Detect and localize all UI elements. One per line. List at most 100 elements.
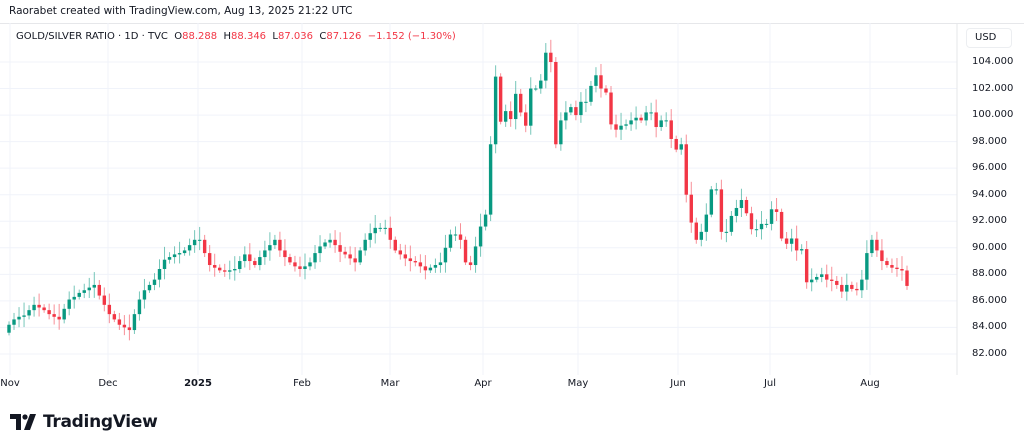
y-tick-label: 98.000 [972, 135, 1007, 147]
candle-body [202, 239, 207, 254]
candle-body [137, 299, 142, 315]
candle-body [584, 101, 588, 103]
change-value: −1.152 (−1.30%) [367, 31, 456, 42]
x-tick-label: Nov [0, 378, 20, 389]
candle-body [363, 239, 367, 251]
candle-body [654, 112, 658, 128]
candle-body [438, 262, 443, 266]
candlestick-chart[interactable] [0, 23, 1024, 375]
tradingview-logo: TradingView [10, 412, 158, 432]
candle-body [820, 274, 824, 277]
candle-body [122, 324, 127, 328]
candle-body [132, 314, 137, 331]
y-tick-label: 88.000 [972, 268, 1007, 280]
candle-body [569, 107, 573, 113]
candle-body [42, 307, 46, 311]
x-tick-label: Feb [293, 378, 311, 389]
candle-body [117, 319, 122, 325]
candle-body [408, 258, 413, 262]
candle-body [890, 265, 894, 268]
candle-body [875, 239, 879, 251]
candle-body [197, 239, 202, 241]
currency-button[interactable]: USD [966, 28, 1012, 48]
candle-body [900, 269, 904, 271]
candle-body [694, 222, 698, 240]
candle-body [478, 226, 483, 247]
y-tick-label: 96.000 [972, 162, 1007, 174]
candle-body [248, 254, 252, 262]
candle-body [885, 261, 889, 266]
candle-body [644, 112, 648, 121]
candle-body [318, 246, 322, 254]
candle-body [192, 239, 197, 246]
x-tick-label: Apr [474, 378, 492, 389]
candle-body [559, 120, 563, 145]
candle-body [253, 261, 257, 266]
candle-body [739, 200, 744, 208]
x-tick-label: Jul [763, 378, 777, 389]
candle-body [764, 223, 769, 225]
candle-body [809, 279, 814, 283]
candle-body [313, 253, 317, 263]
candle-body [52, 314, 56, 317]
candle-body [172, 254, 177, 258]
candle-body [619, 125, 623, 130]
candle-body [689, 194, 693, 223]
y-tick-label: 86.000 [972, 294, 1007, 306]
candle-body [238, 261, 242, 270]
candle-body [383, 227, 387, 229]
candle-body [223, 270, 227, 272]
candle-body [177, 253, 182, 255]
candle-body [483, 214, 488, 227]
candle-body [498, 76, 503, 122]
candle-body [243, 254, 247, 262]
candle-body [97, 284, 102, 296]
candle-body [724, 231, 729, 233]
candle-body [413, 261, 418, 263]
candle-body [855, 288, 859, 291]
candle-body [754, 229, 759, 231]
candle-body [513, 93, 518, 120]
candle-body [814, 276, 819, 280]
candle-body [539, 80, 543, 89]
candle-body [729, 215, 734, 232]
x-tick-label: Mar [380, 378, 400, 389]
y-tick-label: 94.000 [972, 188, 1007, 200]
high-value: 88.346 [231, 31, 267, 42]
candle-body [589, 85, 593, 102]
candle-body [830, 279, 834, 281]
candle-body [32, 304, 36, 311]
candle-body [574, 107, 578, 116]
candle-body [609, 92, 613, 125]
candle-body [709, 189, 714, 215]
candle-body [744, 200, 749, 214]
candle-body [263, 250, 267, 258]
candle-body [388, 227, 392, 240]
logo-text: TradingView [43, 412, 158, 432]
candle-body [57, 316, 61, 320]
candle-body [273, 239, 277, 246]
candle-body [749, 213, 754, 230]
candle-body [895, 267, 899, 270]
candle-body [784, 238, 789, 244]
candle-body [629, 120, 633, 125]
candle-body [524, 112, 528, 126]
candle-body [353, 258, 357, 263]
candle-body [529, 88, 533, 126]
candle-body [549, 52, 553, 62]
candle-body [649, 112, 653, 114]
candle-body [298, 266, 302, 270]
candle-body [624, 124, 628, 126]
open-label: O [174, 31, 183, 42]
candle-body [659, 120, 663, 128]
tradingview-logo-icon [10, 414, 36, 430]
candle-body [679, 144, 683, 150]
candle-body [674, 138, 678, 150]
candle-body [278, 239, 282, 251]
candle-body [182, 250, 187, 254]
candle-body [639, 117, 643, 121]
candle-body [207, 253, 212, 266]
candle-body [443, 247, 448, 263]
candle-body [147, 284, 152, 291]
x-tick-label: 2025 [184, 378, 212, 389]
